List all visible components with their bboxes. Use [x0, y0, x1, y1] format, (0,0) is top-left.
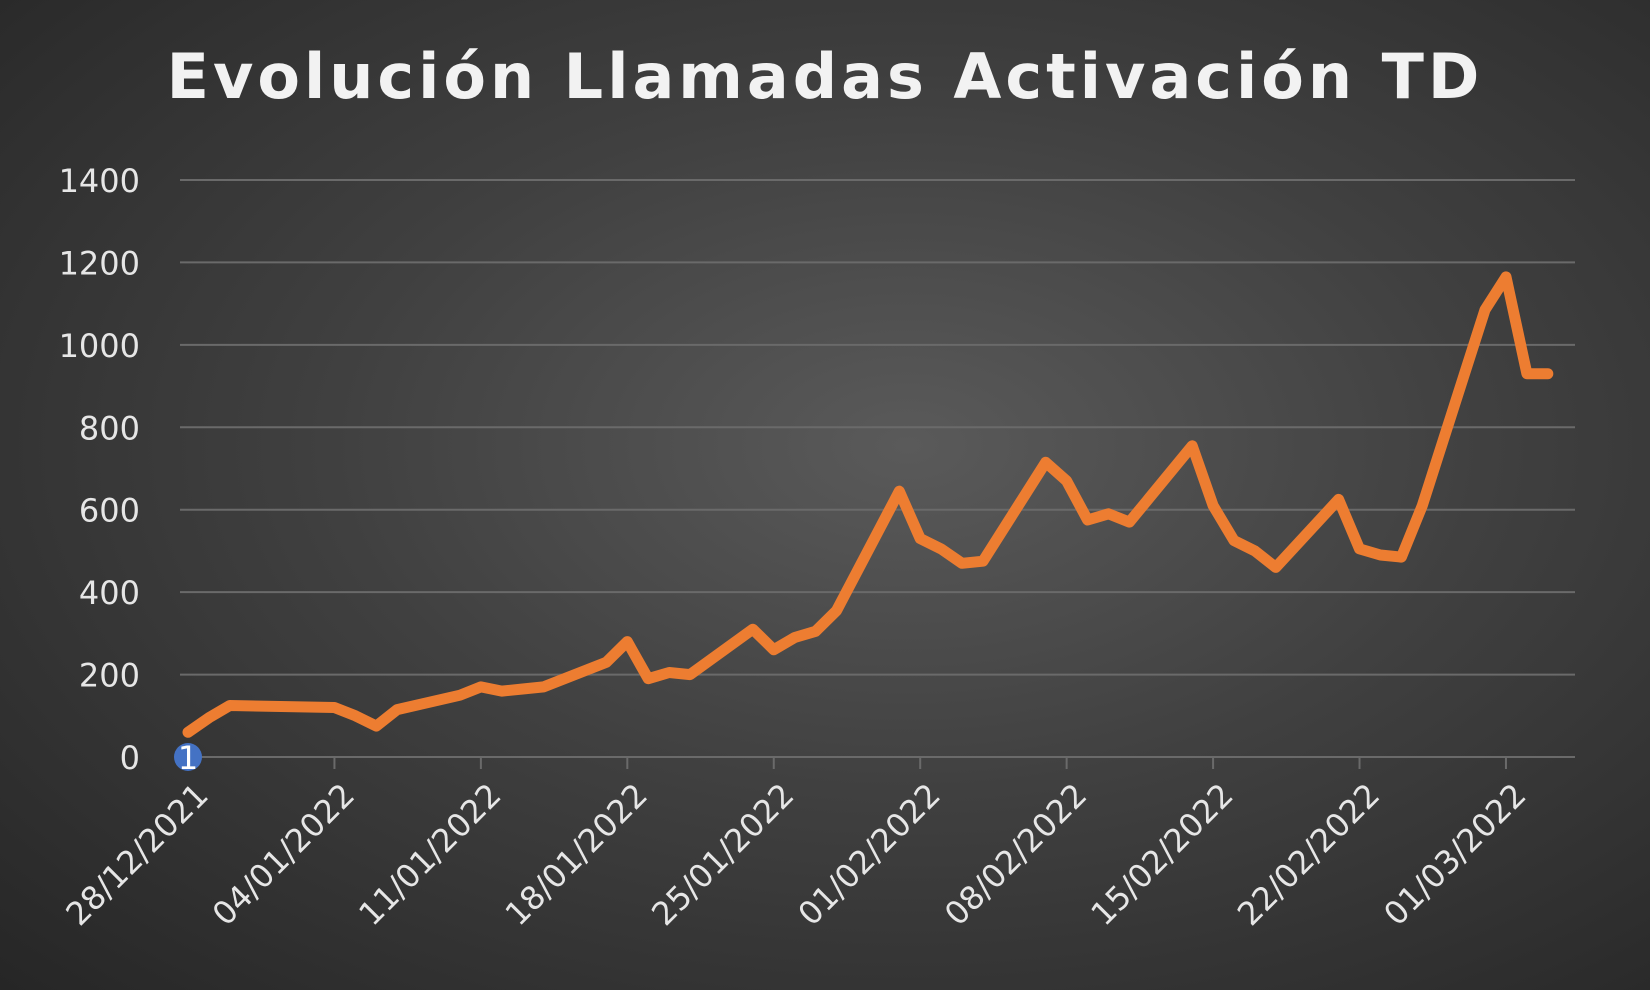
y-tick-label: 1200 [59, 244, 140, 282]
annotation-marker [174, 743, 202, 771]
y-tick-label: 400 [79, 574, 140, 612]
y-tick-label: 0 [120, 739, 140, 777]
x-tick-label: 11/01/2022 [351, 776, 508, 933]
x-tick-label: 01/02/2022 [791, 776, 948, 933]
y-tick-label: 1000 [59, 327, 140, 365]
x-tick-label: 04/01/2022 [205, 776, 362, 933]
x-tick-label: 01/03/2022 [1376, 776, 1533, 933]
annotation-label: 1 [178, 739, 198, 777]
y-tick-label: 1400 [59, 162, 140, 200]
chart-title: Evolución Llamadas Activación TD [166, 40, 1484, 113]
series-line [182, 271, 1554, 738]
x-tick-label: 25/01/2022 [644, 776, 801, 933]
x-tick-label: 22/02/2022 [1230, 776, 1387, 933]
y-tick-label: 600 [79, 492, 140, 530]
x-tick-label: 28/12/2021 [58, 776, 215, 933]
y-tick-label: 800 [79, 409, 140, 447]
x-tick-label: 18/01/2022 [498, 776, 655, 933]
x-tick-label: 15/02/2022 [1083, 776, 1240, 933]
x-tick-label: 08/02/2022 [937, 776, 1094, 933]
y-tick-label: 200 [79, 657, 140, 695]
